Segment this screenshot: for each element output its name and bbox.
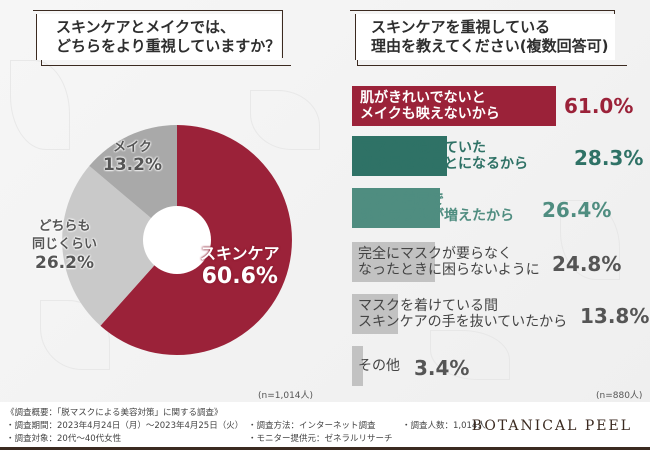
bar-label-line: 肌がきれいでないと	[360, 90, 486, 106]
bar-value: 24.8%	[552, 252, 622, 276]
bar-label-line: その他	[358, 358, 400, 374]
bar-label-line: 肌トラブルが増えたから	[360, 208, 514, 224]
leaf-decoration	[560, 200, 620, 280]
bar-label: マスクで隠せていた 肌を見せることになるから	[360, 140, 528, 172]
question-panel	[355, 14, 615, 60]
segment-value: 60.6%	[201, 264, 278, 289]
bar-sample-note: (n=880人)	[596, 391, 643, 401]
bar-label-line: 肌を見せることになるから	[360, 156, 528, 172]
leaf-decoration	[40, 300, 110, 370]
question-panel	[36, 14, 281, 60]
bar-value: 3.4%	[414, 356, 470, 380]
bar-label-line: マスクを着けている間	[358, 298, 498, 314]
bar-label: 完全にマスクが要らなく なったときに困らないように	[358, 246, 540, 278]
segment-both	[62, 165, 178, 326]
question-line: スキンケアを重視している	[371, 18, 551, 36]
bar-label-line: マスクで隠せていた	[360, 140, 486, 156]
question-line: スキンケアとメイクでは、	[56, 18, 235, 36]
bar-fill	[352, 346, 363, 386]
donut-hole	[143, 206, 211, 274]
question-line: どちらをより重視していますか？	[56, 37, 281, 55]
segment-value: 13.2%	[103, 155, 162, 175]
donut-sample-note: (n=1,014人)	[258, 391, 314, 401]
donut-svg	[62, 125, 292, 356]
frame-line	[33, 10, 283, 58]
bar-label-line: なったときに困らないように	[358, 262, 540, 278]
donut-chart	[62, 125, 292, 356]
segment-value: 26.2%	[35, 253, 94, 273]
bar-label: その他	[358, 358, 400, 374]
bar-row: その他 3.4%	[352, 346, 642, 386]
bar-fill	[352, 136, 447, 176]
right-question-box: スキンケアを重視している 理由を教えてください(複数回答可)	[350, 10, 627, 66]
bar-value: 13.8%	[580, 304, 650, 328]
survey-method: ・調査方法：インターネット調査	[248, 421, 376, 431]
segment-label: スキンケア	[200, 244, 280, 263]
bar-label: マスクを着けている間 スキンケアの手を抜いていたから	[358, 298, 567, 330]
bar-label-line: 完全にマスクが要らなく	[358, 246, 512, 262]
bar-chart: 肌がきれいでないと メイクも映えないから 61.0% マスクで隠せていた 肌を見…	[352, 86, 649, 386]
segment-label: どちらも	[38, 219, 91, 234]
brand-logo: BOTANICAL PEEL	[471, 418, 632, 434]
label-skincare: スキンケア 60.6%	[200, 240, 280, 289]
left-question-title: スキンケアとメイクでは、 どちらをより重視していますか？	[56, 18, 280, 56]
footer: 《調査概要：「脱マスクによる美容対策」に関する調査》 ・調査期間：2023年4月…	[0, 402, 650, 450]
label-makeup: メイク 13.2%	[103, 136, 162, 175]
bar-row: マスク着用で 肌トラブルが増えたから 26.4%	[352, 188, 642, 228]
label-both: どちらも 同じくらい 26.2%	[32, 218, 97, 272]
question-line: 理由を教えてください(複数回答可)	[371, 37, 609, 55]
bar-label: マスク着用で 肌トラブルが増えたから	[360, 192, 514, 224]
bar-value: 26.4%	[542, 198, 612, 222]
bar-fill	[352, 188, 440, 228]
survey-period: ・調査期間：2023年4月24日（月）〜2023年4月25日（火）	[6, 421, 244, 431]
bar-fill	[352, 242, 435, 282]
segment-label: 同じくらい	[32, 237, 98, 252]
bar-row: 肌がきれいでないと メイクも映えないから 61.0%	[352, 86, 642, 126]
bar-row: マスクで隠せていた 肌を見せることになるから 28.3%	[352, 136, 644, 176]
bar-label-line: スキンケアの手を抜いていたから	[358, 314, 568, 330]
left-question-box: スキンケアとメイクでは、 どちらをより重視していますか？	[33, 10, 291, 66]
bar-fill	[352, 86, 556, 126]
bar-row: 完全にマスクが要らなく なったときに困らないように 24.8%	[352, 242, 642, 282]
leaf-decoration	[430, 330, 510, 380]
survey-target: ・調査対象：20代〜40代女性	[6, 434, 122, 444]
leaf-decoration	[250, 90, 320, 150]
bar-fill	[352, 294, 398, 334]
bar-label: 肌がきれいでないと メイクも映えないから	[360, 90, 500, 122]
right-question-title: スキンケアを重視している 理由を教えてください(複数回答可)	[371, 18, 609, 56]
bar-label-line: メイクも映えないから	[360, 106, 500, 122]
survey-title: 《調査概要：「脱マスクによる美容対策」に関する調査》	[6, 408, 223, 418]
segment-makeup	[89, 125, 177, 240]
bar-label-line: マスク着用で	[360, 192, 444, 208]
leaf-decoration	[10, 60, 70, 150]
bar-row: マスクを着けている間 スキンケアの手を抜いていたから 13.8%	[352, 294, 649, 334]
survey-count: ・調査人数：1,014人	[402, 421, 486, 431]
survey-provider: ・モニター提供元：ゼネラルリサーチ	[248, 434, 393, 444]
segment-label: メイク	[113, 140, 152, 155]
bar-value: 28.3%	[574, 146, 644, 170]
bar-value: 61.0%	[564, 94, 634, 118]
